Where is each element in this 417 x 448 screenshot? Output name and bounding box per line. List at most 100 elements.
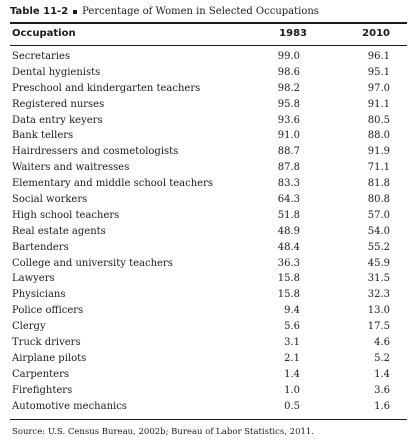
table-row: Bartenders 48.4 55.2 [10,240,407,256]
cell-2010: 13.0 [367,305,390,317]
cell-2010: 80.8 [367,194,390,206]
table-row: Firefighters 1.0 3.6 [10,383,407,399]
cell-2010: 4.6 [374,337,390,349]
cell-1983: 88.7 [277,146,300,158]
cell-1983: 48.9 [277,225,300,237]
cell-occupation: High school teachers [12,209,120,221]
cell-1983: 83.3 [277,178,300,190]
cell-occupation: Social workers [12,194,88,206]
cell-1983: 1.4 [284,368,300,380]
cell-2010: 88.0 [367,130,390,142]
table-row: Waiters and waitresses 87.8 71.1 [10,160,407,176]
cell-occupation: Data entry keyers [12,114,103,126]
cell-1983: 64.3 [277,194,300,206]
cell-1983: 91.0 [277,130,300,142]
cell-occupation: Clergy [12,321,46,333]
cell-occupation: College and university teachers [12,257,173,269]
cell-2010: 57.0 [367,209,390,221]
cell-occupation: Secretaries [12,51,71,62]
cell-occupation: Bartenders [12,241,69,253]
cell-2010: 32.3 [367,289,390,301]
cell-2010: 5.2 [374,352,390,364]
table-row: Registered nurses 95.8 91.1 [10,97,407,113]
column-header-1983: 1983 [279,28,307,39]
table-row: Truck drivers 3.1 4.6 [10,335,407,351]
cell-occupation: Real estate agents [12,225,106,237]
table-row: Social workers 64.3 80.8 [10,192,407,208]
cell-2010: 54.0 [367,225,390,237]
cell-1983: 5.6 [284,321,300,333]
cell-1983: 48.4 [277,241,300,253]
cell-2010: 71.1 [367,162,390,174]
table-number: Table 11-2 [10,6,69,17]
cell-1983: 99.0 [277,51,300,62]
cell-2010: 3.6 [374,384,390,396]
cell-2010: 45.9 [367,257,390,269]
table-title: Percentage of Women in Selected Occupati… [82,6,319,17]
cell-occupation: Firefighters [12,384,73,396]
table-row: Carpenters 1.4 1.4 [10,367,407,383]
cell-2010: 81.8 [367,178,390,190]
table-row: Lawyers 15.8 31.5 [10,271,407,287]
cell-2010: 17.5 [367,321,390,333]
cell-2010: 80.5 [367,114,390,126]
table-source-note: Source: U.S. Census Bureau, 2002b; Burea… [12,427,315,437]
cell-1983: 98.6 [277,66,300,78]
cell-1983: 93.6 [277,114,300,126]
cell-occupation: Truck drivers [12,337,81,349]
caption-square-bullet-icon [73,9,78,14]
table-row: Automotive mechanics 0.5 1.6 [10,399,407,415]
cell-occupation: Airplane pilots [12,352,87,364]
column-header-occupation: Occupation [12,28,76,39]
cell-occupation: Preschool and kindergarten teachers [12,82,201,94]
table-row: Real estate agents 48.9 54.0 [10,224,407,240]
cell-1983: 98.2 [277,82,300,94]
table-top-rule [10,22,407,24]
cell-1983: 9.4 [284,305,300,317]
cell-1983: 51.8 [277,209,300,221]
column-header-2010: 2010 [362,28,390,39]
cell-1983: 36.3 [277,257,300,269]
cell-occupation: Elementary and middle school teachers [12,178,213,190]
table-row: Dental hygienists 98.6 95.1 [10,65,407,81]
cell-2010: 91.1 [367,98,390,110]
table-caption: Table 11-2 Percentage of Women in Selecte… [10,6,319,17]
cell-2010: 95.1 [367,66,390,78]
cell-1983: 95.8 [277,98,300,110]
cell-1983: 87.8 [277,162,300,174]
cell-occupation: Registered nurses [12,98,105,110]
cell-2010: 31.5 [367,273,390,285]
cell-occupation: Physicians [12,289,66,301]
table-row: Data entry keyers 93.6 80.5 [10,113,407,129]
table-row: Bank tellers 91.0 88.0 [10,128,407,144]
table-row: Preschool and kindergarten teachers 98.2 9… [10,81,407,97]
table-row: Elementary and middle school teachers 83.… [10,176,407,192]
table-row: Clergy 5.6 17.5 [10,319,407,335]
cell-2010: 91.9 [367,146,390,158]
cell-2010: 1.6 [374,400,390,412]
cell-occupation: Lawyers [12,273,55,285]
cell-occupation: Police officers [12,305,84,317]
table-row: Hairdressers and cosmetologists 88.7 91.9 [10,144,407,160]
table-body: Secretaries 99.0 96.1 Dental hygienists 98.6… [10,49,407,414]
cell-occupation: Hairdressers and cosmetologists [12,146,179,158]
table-row: High school teachers 51.8 57.0 [10,208,407,224]
cell-1983: 15.8 [277,289,300,301]
table-row: Physicians 15.8 32.3 [10,287,407,303]
table-header-rule [10,45,407,46]
cell-occupation: Waiters and waitresses [12,162,130,174]
cell-1983: 0.5 [284,400,300,412]
cell-1983: 1.0 [284,384,300,396]
cell-occupation: Dental hygienists [12,66,101,78]
table-row: Secretaries 99.0 96.1 [10,49,407,65]
cell-1983: 3.1 [284,337,300,349]
cell-2010: 1.4 [374,368,390,380]
table-header: Occupation 1983 2010 [10,26,407,42]
cell-1983: 2.1 [284,352,300,364]
table-bottom-rule [10,419,407,420]
table-row: Police officers 9.4 13.0 [10,303,407,319]
cell-2010: 96.1 [367,51,390,62]
cell-1983: 15.8 [277,273,300,285]
cell-2010: 55.2 [367,241,390,253]
